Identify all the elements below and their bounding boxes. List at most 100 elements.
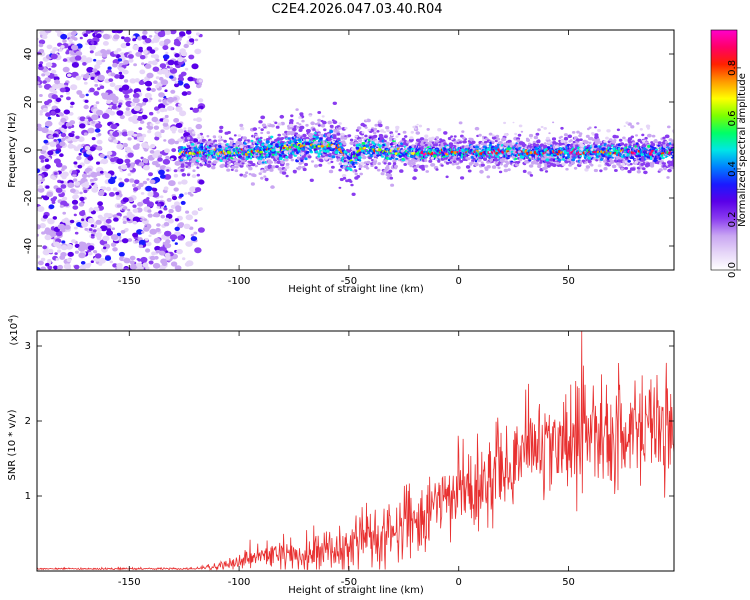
spectrogram-cell (460, 176, 465, 180)
spectrogram-cell (121, 54, 125, 58)
spectrogram-cell (349, 138, 354, 142)
spectrogram-cell (72, 173, 77, 178)
spectrogram-cell (61, 165, 68, 170)
spectrogram-cell (160, 79, 169, 86)
spectrogram-cell (109, 260, 114, 264)
spectrogram-cell (193, 231, 198, 235)
spectrogram-cell (142, 180, 148, 185)
spectrogram-cell (425, 170, 430, 173)
spectrogram-cell (250, 139, 254, 143)
spectrogram-cell (79, 191, 83, 195)
spectrogram-cell (299, 112, 304, 116)
spectrogram-cell (37, 206, 45, 212)
spectrogram-cell (79, 93, 85, 99)
spectrogram-cell (62, 211, 66, 215)
spectrogram-cell (64, 224, 71, 230)
spectrogram-cell (191, 210, 199, 216)
spectrogram-cell (110, 72, 116, 77)
spectrogram-cell (146, 224, 151, 228)
spectrogram-cell (191, 174, 197, 179)
spectrogram-cell (133, 133, 138, 137)
spectrogram-cell (217, 142, 222, 146)
spectrogram-cell (66, 258, 72, 263)
spectrogram-cell (275, 125, 280, 129)
spectrogram-cell (144, 80, 153, 87)
spectrogram-cell (188, 38, 195, 43)
spectrogram-cell (54, 252, 58, 256)
spectrogram-cell (478, 133, 482, 137)
spectrogram-cell (287, 141, 292, 145)
spectrogram-cell (121, 36, 125, 40)
spectrogram-cell (44, 158, 49, 162)
spectrogram-cell (107, 66, 112, 70)
spectrogram-cell (332, 136, 337, 140)
spectrogram-cell (122, 218, 127, 221)
spectrogram-cell (461, 130, 465, 133)
spectrogram-cell (106, 230, 113, 236)
spectrogram-cell (307, 155, 312, 159)
spectrogram-cell (184, 161, 188, 164)
spectrogram-cell (113, 50, 119, 55)
spectrogram-cell (48, 134, 54, 139)
spectrogram-cell (71, 62, 79, 68)
spectrogram-cell (44, 71, 51, 76)
spectrogram-cell (89, 45, 96, 51)
spectrogram-cell (156, 203, 161, 207)
spectrogram-cell (135, 143, 140, 147)
spectrogram-cell (415, 131, 421, 135)
spectrogram-cell (383, 162, 387, 165)
spectrogram-cell (90, 224, 95, 228)
spectrogram-cell (73, 37, 78, 41)
spectrogram-cell (59, 87, 66, 93)
spectrogram-cell (206, 135, 210, 138)
spectrogram-cell (378, 123, 383, 128)
spectrogram-cell (79, 241, 87, 248)
spectrogram-cell (81, 218, 85, 222)
spectrogram-cell (159, 174, 166, 179)
spectrogram-cell (297, 138, 302, 142)
spectrogram-cell (65, 51, 70, 55)
spectrogram-cell (300, 159, 304, 162)
spectrogram-cell (279, 114, 285, 119)
spectrogram-cell (220, 163, 226, 168)
spectrogram-cell (100, 49, 107, 54)
spectrogram-cell (180, 168, 185, 172)
spectrogram-cell (124, 146, 132, 153)
spectrogram-cell (483, 157, 488, 161)
spectrogram-cell (352, 151, 356, 154)
spectrogram-cell (298, 123, 302, 126)
spectrogram-cell (260, 131, 264, 135)
spectrogram-cell (174, 80, 179, 84)
spectrogram-cell (110, 124, 118, 130)
spectrogram-cell (138, 46, 143, 51)
spectrogram-cell (83, 81, 88, 85)
spectrogram-cell (198, 207, 203, 211)
spectrogram-cell (162, 118, 170, 124)
spectrogram-cell (486, 165, 491, 169)
spectrogram-cell (129, 255, 136, 261)
spectrogram-cell (111, 95, 119, 102)
spectrogram-cell (317, 155, 321, 158)
spectrogram-cell (132, 208, 139, 213)
spectrogram-cell (188, 54, 195, 60)
spectrogram-cell (149, 179, 156, 185)
spectrogram-cell (171, 130, 176, 134)
spectrogram-cell (44, 234, 52, 241)
spectrogram-cell (125, 42, 131, 47)
spectrogram-cell (166, 197, 172, 202)
spectrogram-cell (163, 207, 168, 211)
spectrogram-cell (78, 202, 85, 207)
spectrogram-cell (75, 135, 80, 139)
spectrogram-cell (401, 157, 405, 160)
spectrogram-cell (311, 160, 314, 163)
spectrogram-cell (181, 91, 188, 96)
spectrogram-cell (129, 260, 135, 265)
spectrogram-cell (155, 228, 161, 232)
spectrogram-cell (196, 173, 200, 177)
spectrogram-cell (54, 73, 58, 77)
spectrogram-cell (227, 131, 231, 134)
spectrogram-cell (424, 138, 429, 142)
spectrogram-cell (445, 161, 450, 165)
spectrogram-cell (94, 253, 102, 259)
spectrogram-cell (113, 34, 120, 40)
